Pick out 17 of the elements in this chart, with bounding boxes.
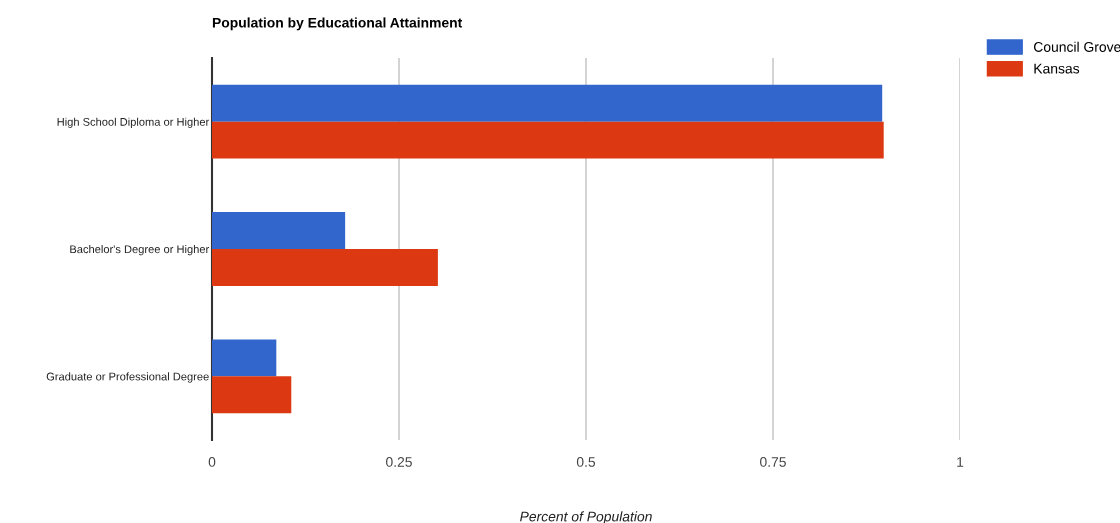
bar (212, 84, 883, 122)
x-tick-label: 0 (208, 457, 216, 467)
x-tick-label: 0.75 (760, 457, 786, 467)
legend-label: Kansas (1034, 63, 1080, 74)
y-tick-label: High School Diploma or Higher (57, 117, 210, 128)
y-tick-label: Bachelor's Degree or Higher (70, 244, 210, 256)
x-tick-label: 0.25 (386, 457, 412, 467)
y-tick-label: Graduate or Professional Degree (46, 372, 209, 383)
legend-label: Council Grove (1034, 41, 1120, 52)
chart-title: Population by Educational Attainment (212, 17, 463, 31)
bar (212, 212, 346, 249)
bar (212, 121, 884, 159)
bar (212, 376, 292, 414)
bar (212, 339, 277, 377)
x-tick-label: 0.5 (576, 457, 596, 467)
bar (212, 249, 438, 286)
x-tick-label: 1 (957, 457, 964, 467)
